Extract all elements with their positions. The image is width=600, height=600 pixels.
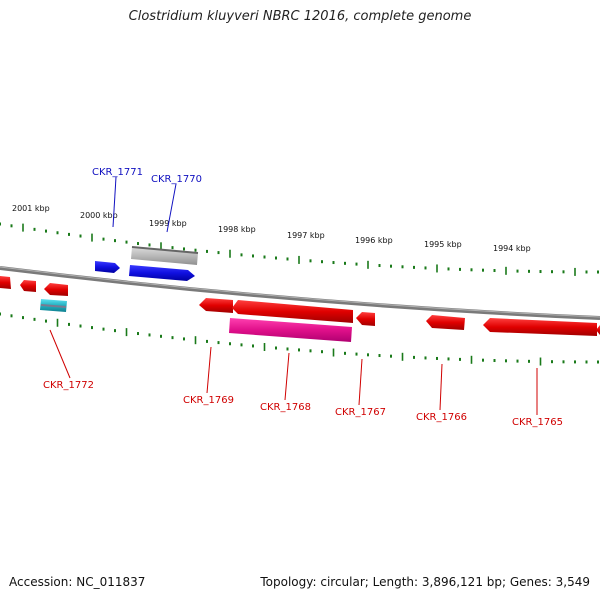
gene-arrow-left-edge xyxy=(0,276,11,289)
scale-label-1997: 1997 kbp xyxy=(287,231,325,240)
leader-ckr-1767 xyxy=(358,358,363,406)
gene-label-ckr-1768: CKR_1768 xyxy=(260,402,311,413)
gene-arrow-ckr-1765 xyxy=(483,318,597,336)
leader-ckr-1770 xyxy=(166,183,177,233)
gene-arrow-small-1 xyxy=(20,280,36,292)
scale-label-1996: 1996 kbp xyxy=(355,236,393,245)
gene-arrow-ckr-1770 xyxy=(129,265,195,281)
scale-label-1995: 1995 kbp xyxy=(424,240,462,249)
inner-tick-ring xyxy=(0,312,599,366)
gene-box-ckr-1768 xyxy=(229,318,352,342)
gene-arrow-ckr-1768-red xyxy=(232,300,353,323)
leader-ckr-1768 xyxy=(284,352,290,401)
leader-ckr-1766 xyxy=(439,363,443,411)
genome-title: Clostridium kluyveri NBRC 12016, complet… xyxy=(128,9,472,24)
scale-label-1999: 1999 kbp xyxy=(149,219,187,228)
gene-label-ckr-1769: CKR_1769 xyxy=(183,395,234,406)
scale-label-1994: 1994 kbp xyxy=(493,244,531,253)
gene-arrow-ckr-1771 xyxy=(95,261,120,273)
gene-label-ckr-1772: CKR_1772 xyxy=(43,380,94,391)
gene-label-ckr-1767: CKR_1767 xyxy=(335,407,386,418)
accession-text: Accession: NC_011837 xyxy=(9,575,146,589)
topology-text: Topology: circular; Length: 3,896,121 bp… xyxy=(260,575,590,589)
scale-label-1998: 1998 kbp xyxy=(218,225,256,234)
scale-label-2001: 2001 kbp xyxy=(12,204,50,213)
gene-arrow-ckr-1766 xyxy=(426,315,465,330)
genome-backbone xyxy=(0,266,600,320)
gene-arrow-small-2 xyxy=(44,283,68,296)
gene-label-ckr-1770: CKR_1770 xyxy=(151,174,202,185)
gene-label-ckr-1765: CKR_1765 xyxy=(512,417,563,428)
gene-arrow-ckr-1769 xyxy=(199,298,233,313)
outer-tick-ring xyxy=(0,222,599,276)
gene-arrow-ckr-1767 xyxy=(356,312,375,326)
leader-ckr-1771 xyxy=(112,176,117,228)
gene-label-ckr-1766: CKR_1766 xyxy=(416,412,467,423)
gene-arrow-right-edge xyxy=(596,325,600,335)
scale-label-2000: 2000 kbp xyxy=(80,211,118,220)
gene-label-ckr-1771: CKR_1771 xyxy=(92,167,143,178)
leader-ckr-1772 xyxy=(49,329,71,379)
leader-ckr-1769 xyxy=(206,346,212,394)
